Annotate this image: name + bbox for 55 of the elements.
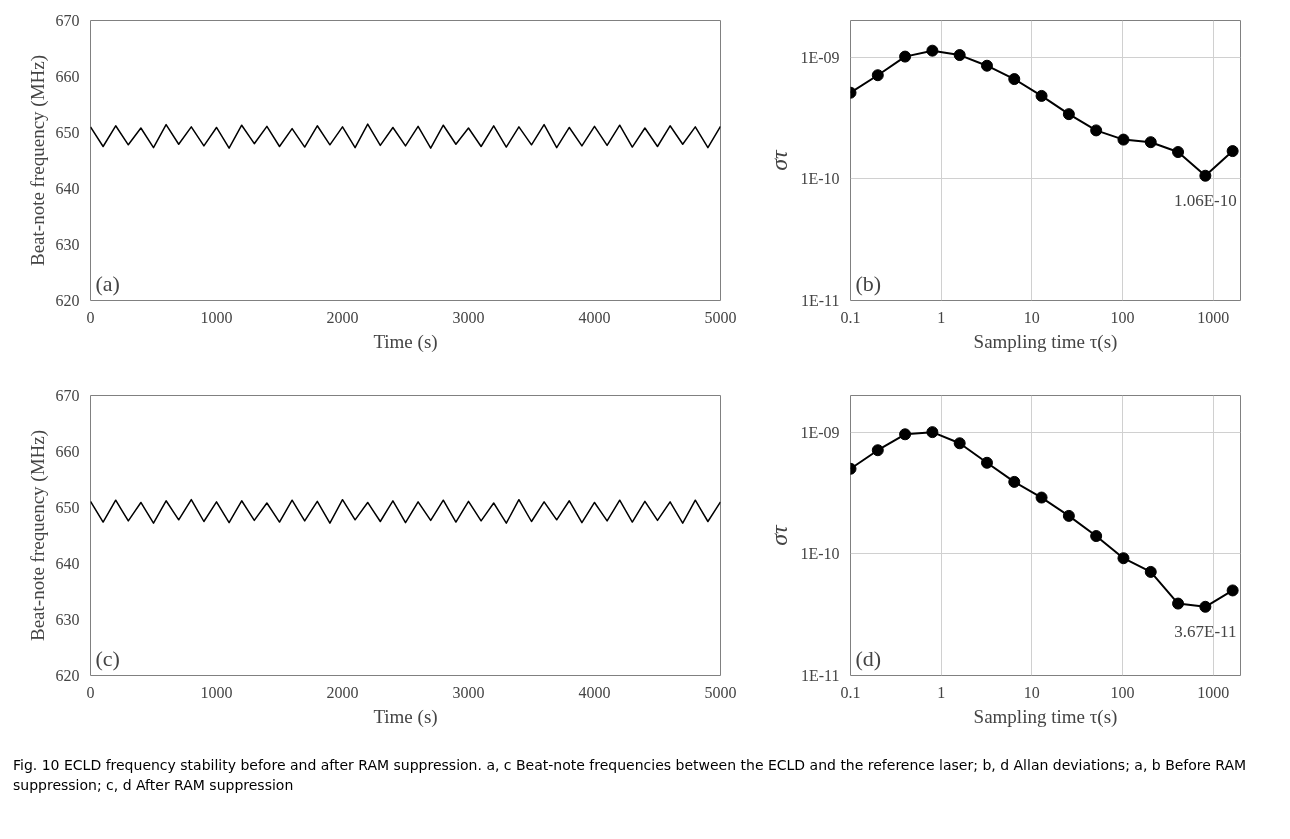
x-tick-label: 0.1 [840, 308, 861, 326]
x-tick-label: 1000 [200, 683, 233, 701]
x-tick-label: 2000 [326, 308, 359, 326]
y-axis-title: στ [766, 148, 793, 171]
x-tick-label: 0 [86, 308, 95, 326]
annotation: 1.06E-10 [1173, 190, 1237, 210]
y-tick-label: 1E-11 [800, 667, 840, 684]
x-axis-title: Sampling time τ(s) [973, 705, 1118, 728]
y-axis-title: στ [766, 523, 793, 546]
annotation: (c) [95, 645, 120, 671]
y-tick-label: 620 [55, 292, 80, 309]
x-axis-title: Time (s) [373, 705, 438, 728]
caption: Fig. 10 ECLD frequency stability before and after RAM suppression. a, c Beat-note frequencies between the ECLD and the reference laser; b, d Allan deviations; a, b Before RAM suppression; c, d After RAM suppression [13, 756, 1248, 795]
y-tick-label: 630 [55, 611, 80, 628]
y-axis-title: Beat-note frequency (MHz) [26, 429, 49, 642]
x-tick-label: 0.1 [840, 683, 861, 701]
y-tick-label: 1E-09 [800, 423, 840, 441]
y-tick-label: 630 [55, 236, 80, 253]
y-tick-label: 670 [55, 12, 80, 29]
x-tick-label: 3000 [452, 308, 485, 326]
annotation: 3.67E-11 [1174, 621, 1237, 641]
x-tick-label: 1000 [1197, 308, 1230, 326]
x-tick-label: 1 [937, 308, 946, 326]
x-tick-label: 5000 [704, 308, 737, 326]
y-axis-title: Beat-note frequency (MHz) [26, 54, 49, 267]
x-tick-label: 4000 [578, 683, 611, 701]
y-tick-label: 640 [55, 555, 80, 572]
annotation: (d) [855, 645, 882, 671]
x-tick-label: 100 [1110, 308, 1135, 326]
x-tick-label: 4000 [578, 308, 611, 326]
x-tick-label: 3000 [452, 683, 485, 701]
x-tick-label: 10 [1023, 683, 1040, 701]
y-tick-label: 640 [55, 180, 80, 197]
annotation: (b) [855, 270, 882, 296]
y-tick-label: 650 [55, 124, 80, 141]
x-tick-label: 100 [1110, 683, 1135, 701]
x-tick-label: 1000 [1197, 683, 1230, 701]
annotation: (a) [95, 270, 120, 296]
x-tick-label: 1000 [200, 308, 233, 326]
x-axis-title: Sampling time τ(s) [973, 330, 1118, 353]
y-tick-label: 650 [55, 499, 80, 516]
y-tick-label: 620 [55, 667, 80, 684]
y-tick-label: 660 [55, 443, 80, 460]
y-tick-label: 1E-10 [800, 170, 840, 188]
y-tick-label: 1E-09 [800, 48, 840, 66]
x-tick-label: 2000 [326, 683, 359, 701]
x-axis-title: Time (s) [373, 330, 438, 353]
y-tick-label: 1E-11 [800, 292, 840, 309]
x-tick-label: 0 [86, 683, 95, 701]
y-tick-label: 670 [55, 387, 80, 404]
y-tick-label: 660 [55, 68, 80, 85]
x-tick-label: 5000 [704, 683, 737, 701]
x-tick-label: 1 [937, 683, 946, 701]
y-tick-label: 1E-10 [800, 545, 840, 563]
x-tick-label: 10 [1023, 308, 1040, 326]
